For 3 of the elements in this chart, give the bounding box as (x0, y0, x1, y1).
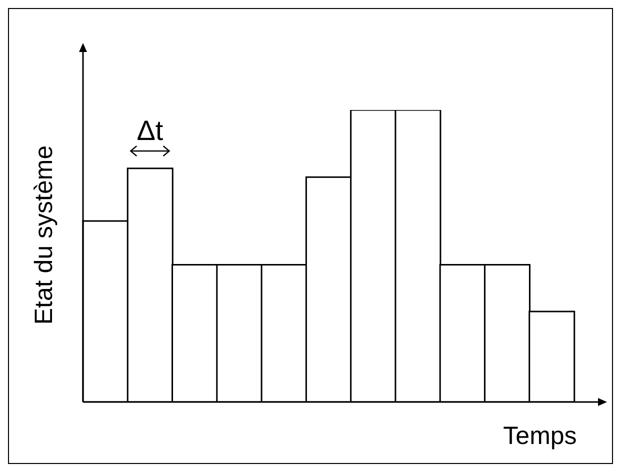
y-axis-title: Etat du système (30, 145, 58, 325)
annotation: Δt (136, 115, 164, 146)
x-axis-title: Temps (503, 422, 577, 450)
